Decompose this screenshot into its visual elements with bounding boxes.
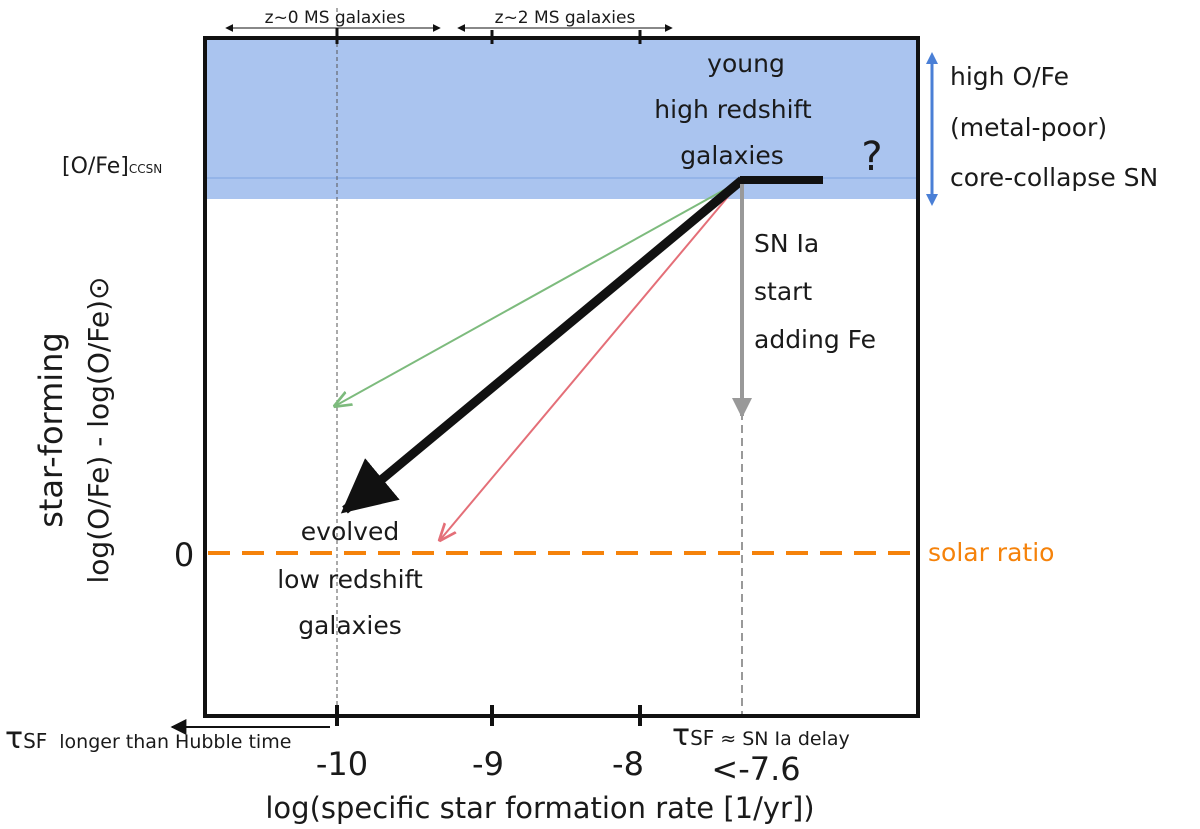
sn-ia-line-3: adding Fe (754, 325, 876, 354)
ccsn-label: [O/Fe]CCSN (62, 154, 162, 179)
xlabel: log(specific star formation rate [1/yr]) (265, 791, 814, 825)
y-zero-tick: 0 (174, 536, 194, 574)
ylabel-top: star-forming (32, 332, 70, 528)
region-line-3: core-collapse SN (950, 163, 1158, 192)
z2-range-label: z~2 MS galaxies (495, 8, 636, 28)
evolved-line-2: low redshift (277, 565, 423, 594)
green-arrow (335, 179, 743, 406)
ylabel-bottom: log(O/Fe) - log(O/Fe)⊙ (82, 277, 115, 584)
x-tick-label-minus7-6: <-7.6 (711, 750, 800, 788)
evolved-line-3: galaxies (298, 611, 402, 640)
x-tick-label-minus10: -10 (316, 745, 368, 783)
red-arrow (440, 179, 743, 540)
plot-frame (203, 36, 920, 718)
question-mark: ? (861, 134, 882, 180)
black-main-arrow (340, 176, 745, 514)
region-line-2: (metal-poor) (950, 113, 1107, 142)
young-line-3: galaxies (680, 141, 784, 170)
solar-ratio-label: solar ratio (928, 538, 1054, 567)
z0-range-label: z~0 MS galaxies (265, 8, 406, 28)
tau-right-label: τSF ≈ SN Ia delay (672, 718, 850, 753)
sn-ia-line-2: start (754, 277, 812, 306)
evolved-line-1: evolved (301, 517, 399, 546)
sn-ia-line-1: SN Ia (754, 229, 819, 258)
region-line-1: high O/Fe (950, 62, 1069, 91)
x-tick-label-minus8: -8 (612, 745, 644, 783)
x-tick-label-minus9: -9 (472, 745, 504, 783)
young-line-1: young (707, 49, 785, 78)
tau-left-label: τSF longer than Hubble time (5, 721, 291, 756)
high-ofe-region (205, 38, 918, 199)
young-line-2: high redshift (654, 95, 812, 124)
